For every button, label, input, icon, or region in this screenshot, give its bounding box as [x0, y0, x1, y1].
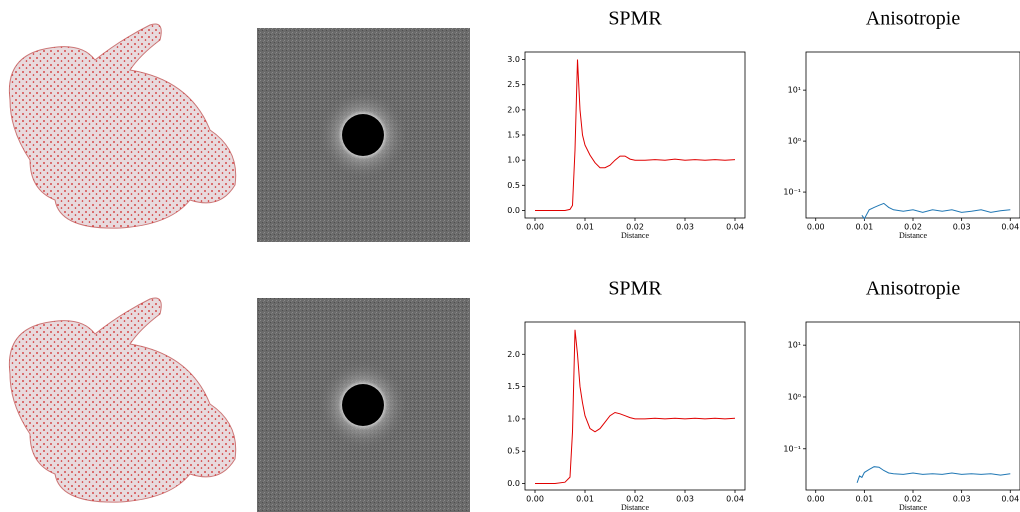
y-tick-label: 1.0 [507, 414, 520, 423]
y-tick-label: 10⁰ [788, 392, 801, 401]
y-tick-label: 1.5 [507, 382, 520, 391]
x-tick-label: 0.03 [953, 223, 971, 232]
x-tick-label: 0.01 [855, 223, 873, 232]
x-tick-label: 0.04 [1001, 223, 1019, 232]
y-tick-label: 10¹ [788, 86, 801, 95]
x-tick-label: 0.04 [726, 223, 744, 232]
x-axis-label: Distance [899, 231, 927, 240]
x-axis-label: Distance [621, 231, 649, 240]
data-line [861, 202, 1011, 220]
x-tick-label: 0.04 [726, 495, 744, 504]
x-tick-label: 0.01 [576, 223, 594, 232]
y-tick-label: 2.0 [507, 105, 520, 114]
data-line [535, 329, 736, 484]
chart-title: SPMR [608, 278, 662, 300]
x-tick-label: 0.02 [904, 223, 922, 232]
chart-title: SPMR [608, 8, 662, 30]
x-tick-label: 0.01 [576, 495, 594, 504]
x-tick-label: 0.03 [953, 495, 971, 504]
x-tick-label: 0.01 [855, 495, 873, 504]
data-line [856, 466, 1011, 483]
y-tick-label: 0.5 [507, 447, 520, 456]
x-tick-label: 0.02 [904, 495, 922, 504]
y-tick-label: 2.5 [507, 80, 520, 89]
x-tick-label: 0.04 [1001, 495, 1019, 504]
bunny-top [8, 23, 237, 229]
x-axis-label: Distance [899, 503, 927, 512]
bunny-bottom [8, 297, 237, 503]
y-tick-label: 10⁻¹ [783, 188, 801, 197]
noise-image-bottom [257, 298, 470, 512]
x-tick-label: 0.00 [807, 223, 825, 232]
y-tick-label: 10¹ [788, 341, 801, 350]
noise-image-top [257, 28, 470, 242]
x-axis-label: Distance [621, 503, 649, 512]
chart-title: Anisotropie [866, 8, 961, 30]
y-tick-label: 10⁻¹ [783, 444, 801, 453]
plot-frame [524, 51, 746, 219]
x-tick-label: 0.02 [626, 223, 644, 232]
y-tick-label: 1.5 [507, 131, 520, 140]
y-tick-label: 0.0 [507, 479, 520, 488]
y-tick-label: 0.0 [507, 206, 520, 215]
x-tick-label: 0.03 [676, 495, 694, 504]
y-tick-label: 1.0 [507, 156, 520, 165]
plot-frame [805, 321, 1020, 491]
x-tick-label: 0.02 [626, 495, 644, 504]
y-tick-label: 3.0 [507, 55, 520, 64]
x-tick-label: 0.00 [526, 495, 544, 504]
x-tick-label: 0.00 [526, 223, 544, 232]
x-tick-label: 0.03 [676, 223, 694, 232]
data-line [535, 59, 736, 211]
y-tick-label: 2.0 [507, 350, 520, 359]
chart-title: Anisotropie [866, 278, 961, 300]
x-tick-label: 0.00 [807, 495, 825, 504]
plot-frame [805, 51, 1020, 219]
y-tick-label: 10⁰ [788, 137, 801, 146]
plot-frame [524, 321, 746, 491]
y-tick-label: 0.5 [507, 181, 520, 190]
